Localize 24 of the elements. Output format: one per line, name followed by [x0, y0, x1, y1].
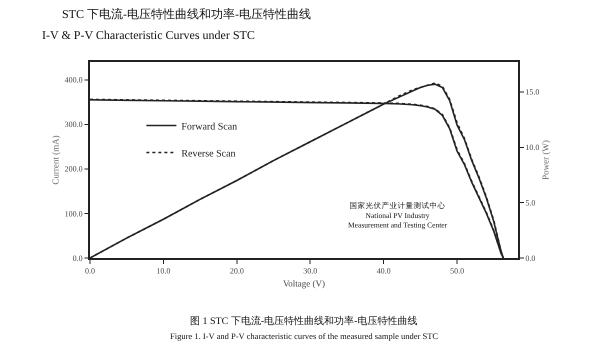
x-tick-label: 10.0 — [156, 266, 170, 276]
legend-label: Forward Scan — [181, 121, 238, 132]
x-tick-label: 20.0 — [230, 266, 244, 276]
x-tick-label: 40.0 — [376, 266, 391, 276]
y-tick-label: 100.0 — [64, 209, 83, 218]
chart-subtitle: I-V & P-V Characteristic Curves under STC — [42, 28, 255, 42]
x-tick-label: 50.0 — [450, 266, 464, 276]
legend-label: Reverse Scan — [181, 148, 236, 160]
y2-tick-label: 15.0 — [525, 88, 540, 97]
x-axis-title: Voltage (V) — [282, 278, 326, 289]
caption: Figure 1. I-V and P-V characteristic curves of the measured sample under STC — [170, 331, 438, 341]
chart-title: STC 下电流-电压特性曲线和功率-电压特性曲线 — [62, 7, 311, 21]
y2-axis-title: Power (W) — [540, 140, 551, 180]
y2-tick-label: 0.0 — [525, 254, 536, 263]
caption: 图 1 STC 下电流-电压特性曲线和功率-电压特性曲线 — [190, 315, 418, 327]
y-axis-title: Current (mA) — [50, 135, 60, 185]
y-tick-label: 300.0 — [64, 120, 83, 130]
y-tick-label: 200.0 — [64, 164, 83, 174]
y-tick-label: 0.0 — [72, 254, 83, 263]
y2-tick-label: 10.0 — [525, 143, 540, 152]
y-tick-label: 400.0 — [64, 76, 83, 85]
x-tick-label: 0.0 — [85, 266, 95, 276]
x-tick-label: 30.0 — [303, 266, 318, 276]
y2-tick-label: 5.0 — [525, 198, 536, 208]
